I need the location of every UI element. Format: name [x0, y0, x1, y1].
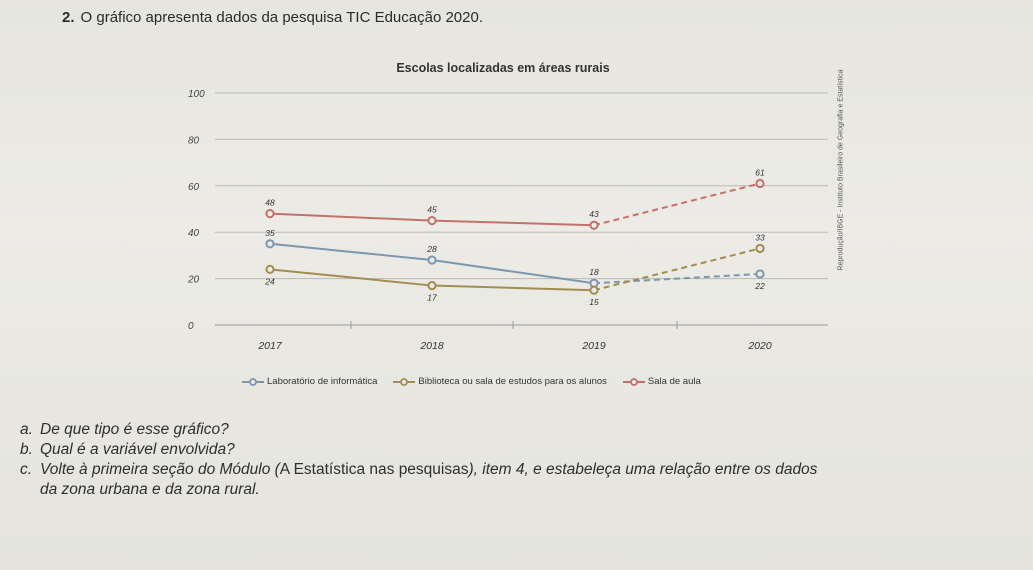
data-point-0-2018 [427, 255, 437, 265]
y-tick-label-60: 60 [188, 182, 200, 193]
question-c-letter: c. [20, 461, 33, 478]
image-credit: Reprodução/IBGE - Instituto Brasileiro d… [834, 50, 848, 290]
data-label-0-2019: 18 [589, 267, 599, 277]
chart-title: Escolas localizadas em áreas rurais [396, 61, 609, 75]
chart-legend: Laboratório de informática Biblioteca ou … [242, 376, 701, 387]
x-tick-label-2017: 2017 [257, 340, 283, 352]
question-b-letter: b. [20, 441, 33, 458]
question-text: O gráfico apresenta dados da pesquisa TI… [80, 9, 484, 26]
data-point-1-2020 [755, 243, 765, 254]
data-point-0-2020 [755, 269, 765, 279]
legend-marker-2 [622, 377, 645, 386]
data-point-1-2018 [427, 280, 437, 291]
data-label-2-2018: 45 [427, 205, 437, 215]
legend-label-1: Biblioteca ou sala de estudos para os al… [418, 376, 607, 387]
y-tick-label-40: 40 [188, 228, 200, 239]
legend-marker-1 [393, 377, 416, 386]
x-tick-label-2020: 2020 [747, 340, 772, 352]
legend-label-0: Laboratório de informática [267, 376, 378, 387]
question-b: b. Qual é a variável envolvida? [20, 440, 1030, 460]
series-line-dashed-2 [593, 182, 761, 227]
x-tick-label-2019: 2019 [581, 340, 606, 352]
image-credit-text: Reprodução/IBGE - Instituto Brasileiro d… [837, 69, 845, 271]
data-point-1-2017 [265, 264, 275, 274]
data-point-2-2020 [755, 178, 765, 189]
data-point-1-2019 [589, 285, 599, 295]
data-point-2-2018 [427, 216, 437, 226]
data-label-0-2018: 28 [426, 244, 437, 254]
legend-label-2: Sala de aula [647, 376, 701, 387]
question-list: a. De que tipo é esse gráfico? b. Qual é a… [20, 420, 1030, 500]
question-a: a. De que tipo é esse gráfico? [20, 420, 1030, 440]
question-c-text-end: ), item 4, e estabeleça uma relação entr… [468, 461, 818, 478]
question-b-text: Qual é a variável envolvida? [40, 441, 235, 458]
data-label-1-2017: 24 [264, 276, 275, 286]
series-line-dashed-1 [593, 247, 761, 292]
data-label-1-2018: 17 [427, 293, 437, 303]
legend-item-2: Sala de aula [622, 376, 701, 387]
y-tick-label-100: 100 [188, 89, 205, 100]
question-c-text-cont: da zona urbana e da zona rural. [40, 481, 260, 498]
question-title: 2. O gráfico apresenta dados da pesquisa … [62, 9, 483, 26]
data-label-0-2017: 35 [265, 228, 275, 238]
y-tick-label-0: 0 [188, 321, 194, 332]
question-number: 2. [62, 9, 75, 26]
data-label-0-2020: 22 [754, 281, 765, 291]
y-tick-label-20: 20 [187, 275, 200, 286]
data-point-2-2017 [265, 209, 275, 219]
question-c-continuation: da zona urbana e da zona rural. [20, 480, 1030, 500]
x-tick-label-2018: 2018 [419, 340, 444, 352]
series-line-dashed-0 [593, 272, 761, 285]
question-c-module-name: A Estatística nas pesquisas [279, 461, 469, 478]
y-tick-label-80: 80 [188, 135, 200, 146]
data-label-2-2017: 48 [265, 198, 275, 208]
line-chart: Escolas localizadas em áreas rurais 0 20 40… [187, 61, 828, 352]
data-label-2-2019: 43 [589, 209, 599, 219]
data-label-2-2020: 61 [755, 167, 765, 177]
legend-item-0: Laboratório de informática [242, 376, 377, 387]
data-point-2-2019 [589, 220, 599, 230]
question-a-text: De que tipo é esse gráfico? [40, 421, 229, 438]
question-a-letter: a. [20, 421, 33, 438]
data-label-1-2019: 15 [589, 297, 599, 307]
data-point-0-2017 [265, 239, 275, 249]
data-label-1-2020: 33 [755, 232, 765, 242]
legend-item-1: Biblioteca ou sala de estudos para os al… [393, 376, 607, 387]
legend-marker-0 [242, 377, 264, 386]
question-c: c. Volte à primeira seção do Módulo (A Es… [20, 460, 1030, 480]
question-c-text-start: Volte à primeira seção do Módulo ( [40, 461, 280, 478]
